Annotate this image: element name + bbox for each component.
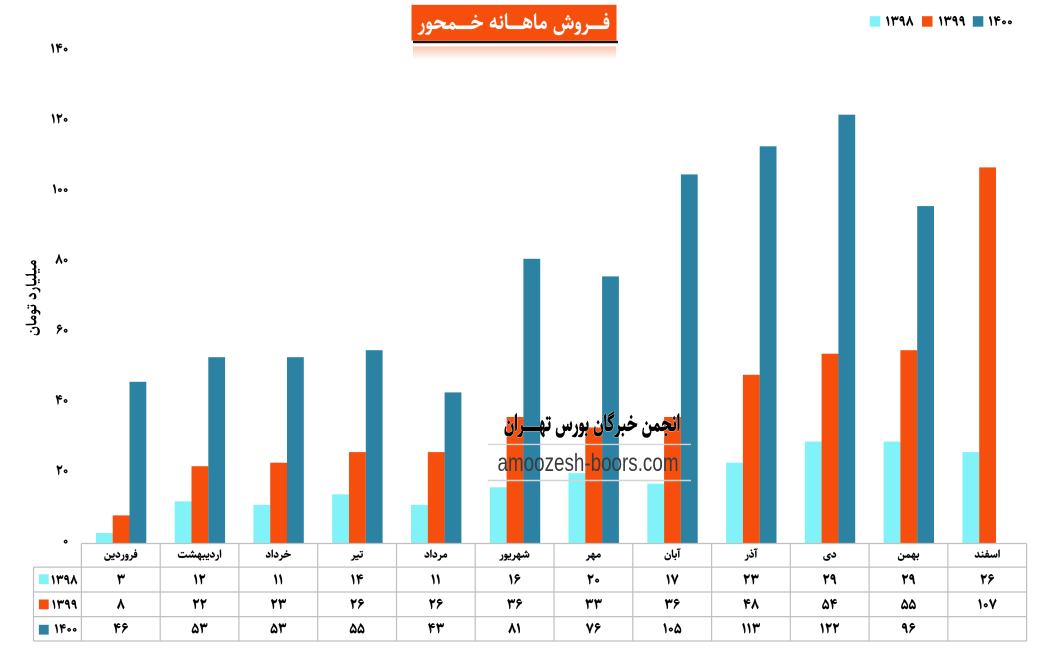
svg-text:amoozesh-boors.com: amoozesh-boors.com <box>498 449 679 477</box>
